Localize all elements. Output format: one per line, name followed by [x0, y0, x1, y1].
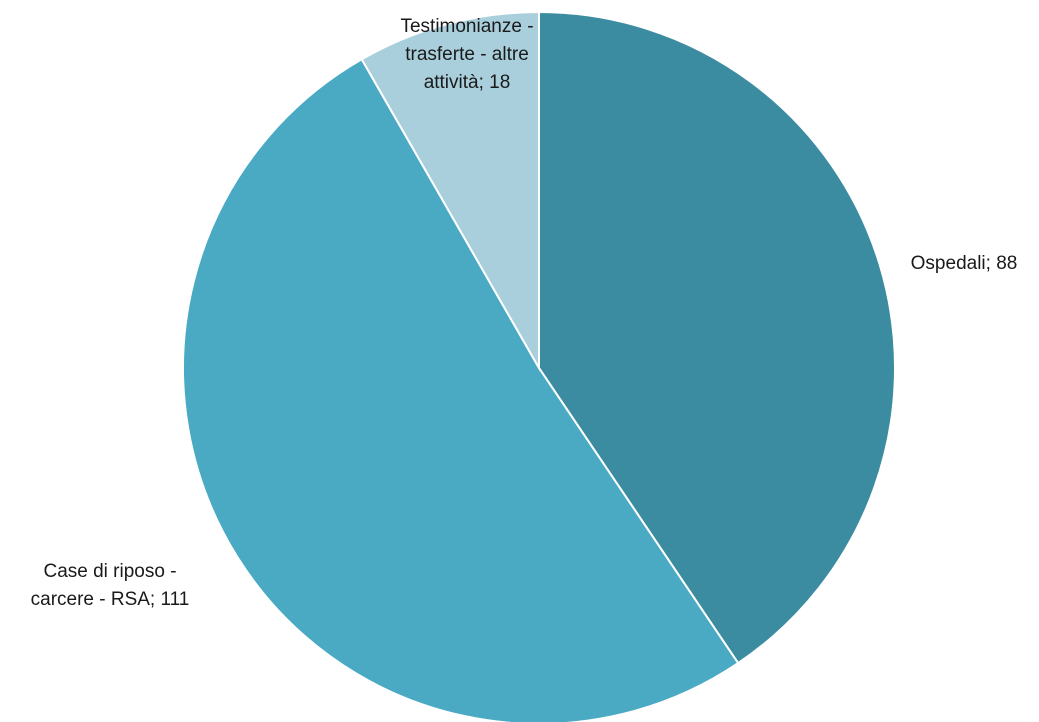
data-label-line: carcere - RSA; 111: [31, 589, 190, 610]
data-label-line: Case di riposo -: [43, 561, 176, 582]
pie-slices: [182, 10, 896, 722]
data-label-testimonianze-trasferte-altre-attivita: Testimonianze - trasferte - altre attività…: [400, 16, 533, 93]
pie-slice-ospedali: [538, 10, 896, 665]
data-label-line: trasferte - altre: [405, 44, 529, 65]
data-label-line: Ospedali; 88: [911, 253, 1018, 274]
data-label-line: attività; 18: [424, 72, 511, 93]
data-label-case-di-riposo-carcere-rsa: Case di riposo - carcere - RSA; 111: [31, 561, 190, 610]
pie-data-labels: Ospedali; 88 Case di riposo - carcere - RS…: [31, 16, 1018, 610]
data-label-line: Testimonianze -: [400, 16, 533, 37]
pie-slice-testimonianze-trasferte-altre-attivita: [360, 10, 540, 372]
data-label-ospedali: Ospedali; 88: [911, 253, 1018, 274]
